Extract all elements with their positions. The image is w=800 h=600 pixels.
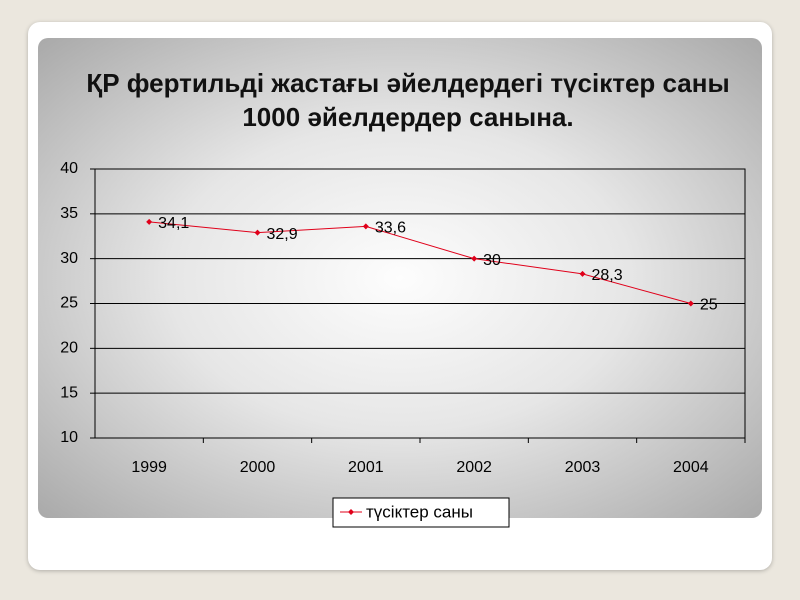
data-point <box>579 270 586 277</box>
y-tick-label: 25 <box>60 295 78 312</box>
data-point <box>146 218 153 225</box>
chart-title: ҚР фертильді жастағы әйелдердегі түсікте… <box>86 68 730 132</box>
x-tick-label: 2004 <box>673 459 709 476</box>
x-tick-label: 2002 <box>456 459 492 476</box>
data-point <box>471 255 478 262</box>
data-point <box>362 223 369 230</box>
x-tick-label: 1999 <box>131 459 167 476</box>
data-label: 33,6 <box>375 220 406 237</box>
y-tick-label: 10 <box>60 429 78 446</box>
legend: түсіктер саны <box>332 497 510 528</box>
data-label: 32,9 <box>267 226 298 243</box>
data-label: 34,1 <box>158 215 189 232</box>
data-label: 30 <box>483 252 501 269</box>
x-tick-label: 2001 <box>348 459 384 476</box>
legend-label: түсіктер саны <box>366 502 473 521</box>
data-point <box>687 300 694 307</box>
y-tick-label: 30 <box>60 250 78 267</box>
series-line <box>149 221 691 304</box>
x-tick-label: 2003 <box>565 459 601 476</box>
x-tick-label: 2000 <box>240 459 276 476</box>
y-tick-label: 20 <box>60 340 78 357</box>
data-label: 28,3 <box>592 267 623 284</box>
y-tick-label: 40 <box>60 160 78 177</box>
legend-marker <box>348 509 354 515</box>
y-tick-label: 35 <box>60 205 78 222</box>
y-tick-label: 15 <box>60 384 78 401</box>
data-label: 25 <box>700 297 718 314</box>
legend-box <box>332 497 510 528</box>
data-point <box>254 229 261 236</box>
